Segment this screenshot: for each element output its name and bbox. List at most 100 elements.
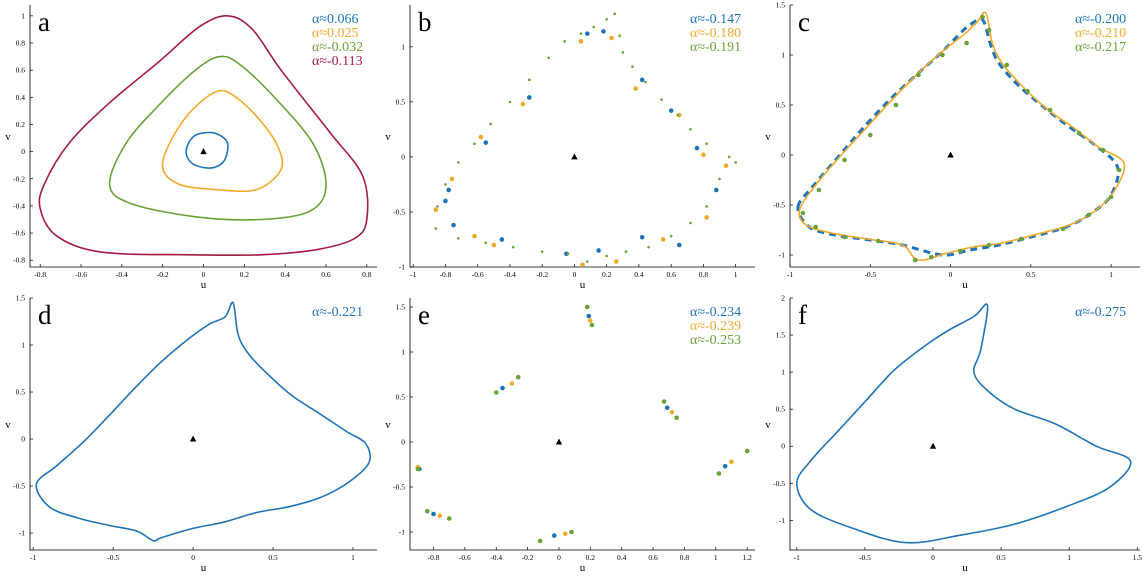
data-point bbox=[957, 248, 963, 254]
legend-entry: α≈-0.253 bbox=[690, 333, 741, 348]
y-tick-label: 1 bbox=[401, 42, 405, 51]
data-point bbox=[723, 163, 729, 169]
data-point bbox=[1060, 226, 1066, 232]
data-point bbox=[800, 210, 806, 216]
x-tick-label: -0.6 bbox=[472, 270, 484, 279]
data-point bbox=[478, 134, 484, 140]
data-point bbox=[647, 245, 650, 249]
x-tick-label: -0.8 bbox=[428, 553, 440, 562]
data-point bbox=[876, 238, 881, 244]
x-tick-label: 0.5 bbox=[1026, 270, 1036, 279]
panel-letter: e bbox=[418, 300, 430, 330]
data-point bbox=[446, 187, 451, 193]
data-point bbox=[639, 234, 645, 240]
legend-entry: α≈0.025 bbox=[312, 26, 359, 41]
y-tick-label: 0.8 bbox=[16, 39, 26, 48]
legend-entry: α≈-0.234 bbox=[690, 305, 741, 320]
x-tick-label: 0 bbox=[949, 270, 953, 279]
legend-entry: α≈-0.147 bbox=[690, 12, 741, 27]
series-curve bbox=[795, 303, 1132, 544]
x-tick-label: 0.6 bbox=[648, 553, 658, 562]
y-tick-label: 0 bbox=[401, 438, 405, 447]
data-point bbox=[1100, 147, 1106, 153]
x-tick-label: 0.4 bbox=[280, 270, 290, 279]
y-tick-label: 2 bbox=[781, 294, 785, 303]
data-point bbox=[491, 242, 497, 248]
x-tick-label: -0.4 bbox=[490, 553, 502, 562]
y-axis-label: v bbox=[5, 419, 11, 431]
y-tick-label: 1 bbox=[21, 11, 25, 20]
y-tick-label: 0 bbox=[21, 435, 25, 444]
data-point bbox=[473, 142, 476, 146]
data-point bbox=[609, 35, 614, 41]
series-1 bbox=[443, 29, 719, 257]
data-point bbox=[701, 152, 706, 158]
data-point bbox=[508, 100, 512, 104]
data-point bbox=[493, 390, 499, 395]
data-point bbox=[621, 51, 625, 54]
data-point bbox=[431, 511, 436, 517]
data-point bbox=[734, 161, 737, 164]
data-point bbox=[639, 77, 645, 83]
panel-letter: f bbox=[798, 300, 807, 330]
y-tick-label: 0.5 bbox=[396, 97, 406, 106]
data-point bbox=[964, 40, 969, 46]
x-tick-label: 0.5 bbox=[996, 553, 1006, 562]
data-point bbox=[484, 241, 488, 245]
panel-letter: b bbox=[418, 7, 432, 37]
x-tick-label: -0.5 bbox=[107, 553, 119, 562]
fixed-point-marker bbox=[200, 148, 207, 155]
data-point bbox=[669, 234, 673, 238]
series-curve bbox=[35, 301, 371, 542]
data-point bbox=[605, 254, 608, 258]
y-tick-label: -0.6 bbox=[13, 229, 25, 238]
data-point bbox=[483, 140, 489, 145]
x-axis-label: u bbox=[201, 279, 207, 291]
data-point bbox=[940, 52, 945, 58]
data-point bbox=[451, 222, 456, 228]
data-point bbox=[578, 39, 584, 44]
x-tick-label: 0.2 bbox=[602, 270, 612, 279]
data-point bbox=[547, 56, 550, 60]
y-tick-label: -0.5 bbox=[773, 201, 785, 210]
legend-entry: α≈-0.180 bbox=[690, 26, 741, 41]
data-point bbox=[436, 205, 439, 208]
legend-entry: α≈0.066 bbox=[312, 12, 359, 27]
y-axis-label: v bbox=[385, 131, 391, 143]
data-point bbox=[813, 224, 818, 230]
data-point bbox=[589, 322, 595, 328]
y-tick-label: 1 bbox=[401, 348, 405, 357]
fixed-point-marker bbox=[555, 438, 563, 445]
y-axis-label: v bbox=[765, 419, 771, 431]
x-tick-label: -0.2 bbox=[536, 270, 548, 279]
x-tick-label: 0 bbox=[557, 553, 561, 562]
data-point bbox=[727, 155, 731, 159]
data-point bbox=[705, 142, 708, 146]
y-tick-label: -1 bbox=[779, 251, 785, 260]
data-point bbox=[660, 237, 666, 242]
data-point bbox=[592, 25, 596, 29]
legend-entry: α≈-0.275 bbox=[1075, 305, 1126, 320]
data-point bbox=[669, 410, 675, 415]
y-tick-label: -0.4 bbox=[13, 201, 25, 210]
legend-entry: α≈-0.210 bbox=[1075, 26, 1126, 41]
legend-entry: α≈-0.239 bbox=[690, 319, 741, 334]
panel-f: -1 -0.5 0 0.5 1 1.5 -1 -0.5 0 0.5 1 1.5 2 u v f α≈-0.275 bbox=[765, 294, 1142, 575]
x-tick-label: 0 bbox=[573, 270, 577, 279]
y-tick-label: -1 bbox=[779, 516, 785, 525]
x-tick-label: 0.2 bbox=[240, 270, 250, 279]
x-tick-label: -0.4 bbox=[504, 270, 516, 279]
data-point bbox=[1086, 212, 1091, 218]
data-point bbox=[1018, 236, 1024, 242]
fixed-point-marker bbox=[947, 151, 954, 158]
legend-entry: α≈-0.113 bbox=[312, 54, 363, 69]
data-point bbox=[842, 157, 847, 163]
data-point bbox=[674, 415, 679, 421]
data-point bbox=[586, 260, 589, 263]
data-point bbox=[511, 245, 515, 249]
data-point bbox=[689, 128, 692, 131]
data-point bbox=[443, 198, 448, 204]
data-point bbox=[644, 80, 647, 84]
x-tick-label: -0.8 bbox=[34, 270, 46, 279]
data-point bbox=[500, 385, 505, 391]
